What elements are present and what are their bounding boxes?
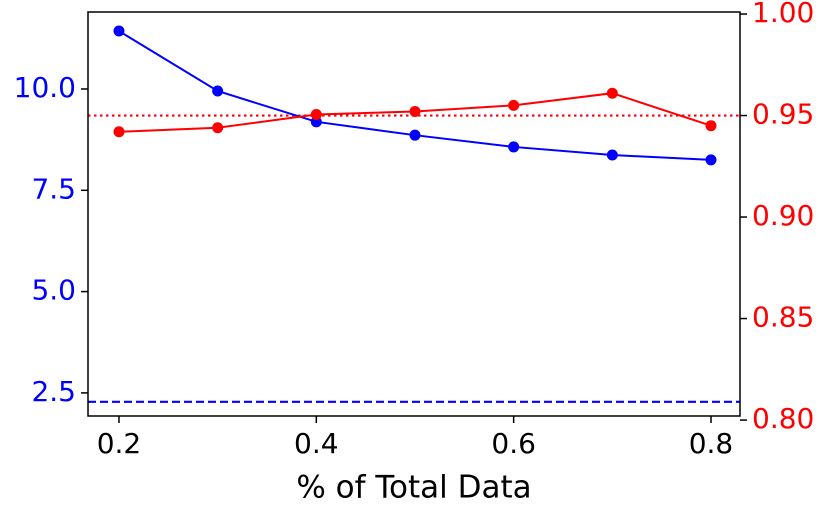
plot-frame — [87, 11, 741, 417]
y-tick-label: 7.5 — [31, 172, 76, 205]
y2-tick-label: 0.80 — [752, 402, 814, 435]
point — [113, 25, 125, 37]
point — [508, 141, 520, 153]
y-tick-label: 10.0 — [14, 71, 76, 104]
x-tick-label: 0.6 — [491, 427, 536, 460]
point — [606, 149, 618, 161]
y2-tick-label: 0.85 — [752, 301, 814, 334]
y-tick-label: 5.0 — [31, 274, 76, 307]
point — [705, 154, 717, 166]
y2-tick-label: 1.00 — [752, 0, 814, 29]
x-tick-label: 0.4 — [294, 427, 339, 460]
point — [113, 126, 125, 138]
y2-tick-label: 0.95 — [752, 98, 814, 131]
x-tick-label: 0.2 — [97, 427, 142, 460]
point — [409, 129, 421, 141]
point — [409, 105, 421, 117]
point — [212, 122, 224, 134]
x-tick-label: 0.8 — [689, 427, 734, 460]
point — [606, 87, 618, 99]
point — [705, 120, 717, 132]
y2-tick-label: 0.90 — [752, 199, 814, 232]
y-tick-label: 2.5 — [31, 375, 76, 408]
point — [212, 85, 224, 97]
x-axis-label: % of Total Data — [296, 470, 531, 506]
point — [508, 99, 520, 111]
point — [310, 109, 322, 121]
